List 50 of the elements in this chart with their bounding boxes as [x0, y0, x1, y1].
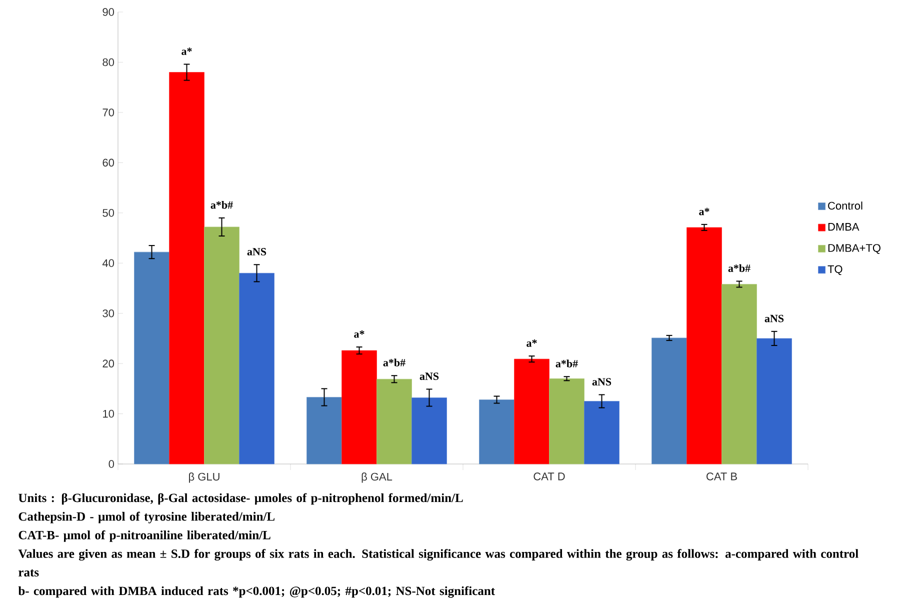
y-tick-label: 0 [108, 460, 114, 468]
legend-label: DMBA [828, 223, 860, 231]
bar [652, 338, 687, 464]
y-tick-label: 40 [102, 259, 114, 268]
bar [306, 397, 342, 464]
annotation: a*b# [383, 358, 406, 366]
y-tick-label: 60 [102, 158, 114, 167]
bar [479, 400, 514, 464]
bar [756, 338, 792, 464]
y-tick-label: 90 [102, 8, 114, 16]
x-tick-label: β GLU [189, 472, 220, 483]
bar [342, 350, 377, 464]
annotation: aNS [420, 372, 439, 380]
text: Cathepsin-D - μmol of tyrosine liberated/min/L [18, 512, 275, 524]
annotation: a*b# [210, 200, 233, 209]
bar [722, 284, 757, 464]
x-tick-label: CAT B [706, 472, 737, 480]
bar [169, 72, 204, 464]
bar [134, 252, 170, 464]
text: b- compared with DMBA induced rats *p<0.001; @p<0.05; #p<0.01; NS-Not significant [18, 586, 495, 598]
x-tick-label: CAT D [534, 472, 565, 480]
annotation: a*b# [728, 264, 750, 272]
bar [204, 226, 240, 464]
bar [412, 398, 447, 464]
y-tick-label: 10 [103, 410, 114, 418]
y-tick-label: 80 [102, 58, 114, 66]
annotation: aNS [764, 314, 784, 322]
legend-label: Control [828, 202, 862, 210]
legend-label: DMBA+TQ [828, 244, 880, 254]
bar [549, 378, 584, 464]
bar [584, 401, 620, 464]
annotation: a* [354, 330, 364, 338]
y-tick-label: 70 [102, 108, 114, 116]
bar [686, 227, 722, 464]
text: Units : β-Glucuronidase, β-Gal actosidase- μmoles of p-nitrophenol formed/min/L [18, 493, 463, 505]
annotation: a*b# [556, 360, 578, 368]
bar [514, 358, 550, 464]
bar [376, 378, 412, 464]
annotation: aNS [592, 378, 612, 386]
text: CAT-B- μmol of p-nitroaniline liberated/min/L [18, 530, 270, 542]
annotation: aNS [247, 248, 266, 256]
y-tick-label: 30 [102, 309, 114, 318]
annotation: a* [182, 48, 192, 56]
x-tick-label: β GAL [362, 472, 392, 483]
bar [239, 272, 274, 464]
annotation: a* [526, 339, 537, 347]
y-tick-label: 20 [102, 360, 114, 368]
y-tick-label: 50 [102, 209, 114, 217]
annotation: a* [699, 208, 710, 216]
legend-label: TQ [828, 265, 842, 276]
